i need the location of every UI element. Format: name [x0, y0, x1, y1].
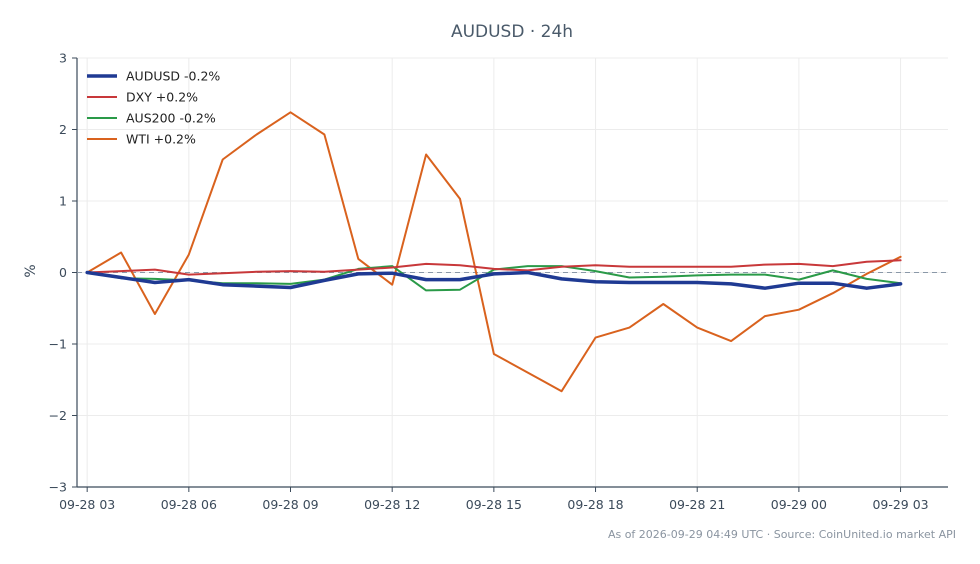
series-line-1 — [86, 259, 902, 276]
x-tick-label-6: 09-28 21 — [669, 497, 725, 512]
legend-label-3: WTI +0.2% — [126, 132, 196, 147]
series-line-0 — [85, 270, 903, 290]
series-group — [85, 111, 903, 393]
x-tick-label-1: 09-28 06 — [161, 497, 217, 512]
x-tick-label-2: 09-28 09 — [262, 497, 318, 512]
legend: AUDUSD -0.2% DXY +0.2% AUS200 -0.2% WTI +0.… — [87, 69, 220, 147]
x-tick-label-5: 09-28 18 — [567, 497, 623, 512]
footer-source: As of 2026-09-29 04:49 UTC · Source: Coi… — [608, 528, 956, 541]
x-tick-label-3: 09-28 12 — [364, 497, 420, 512]
y-tick-label-0: 3 — [59, 51, 67, 66]
x-tick-label-7: 09-29 00 — [771, 497, 827, 512]
y-tick-label-6: −3 — [49, 480, 67, 495]
y-tick-label-1: 2 — [59, 122, 67, 137]
series-line-3 — [86, 111, 902, 393]
y-tick-label-3: 0 — [59, 265, 67, 280]
legend-label-0: AUDUSD -0.2% — [126, 69, 220, 84]
y-tick-label-4: −1 — [49, 337, 67, 352]
chart-title: AUDUSD · 24h — [451, 22, 573, 42]
y-tick-label-2: 1 — [59, 194, 67, 209]
legend-label-2: AUS200 -0.2% — [126, 111, 216, 126]
x-tick-label-8: 09-29 03 — [872, 497, 928, 512]
y-axis-label: % — [23, 264, 39, 277]
y-tick-label-5: −2 — [49, 408, 67, 423]
legend-label-1: DXY +0.2% — [126, 90, 198, 105]
x-tick-label-4: 09-28 15 — [466, 497, 522, 512]
x-tick-label-0: 09-28 03 — [59, 497, 115, 512]
